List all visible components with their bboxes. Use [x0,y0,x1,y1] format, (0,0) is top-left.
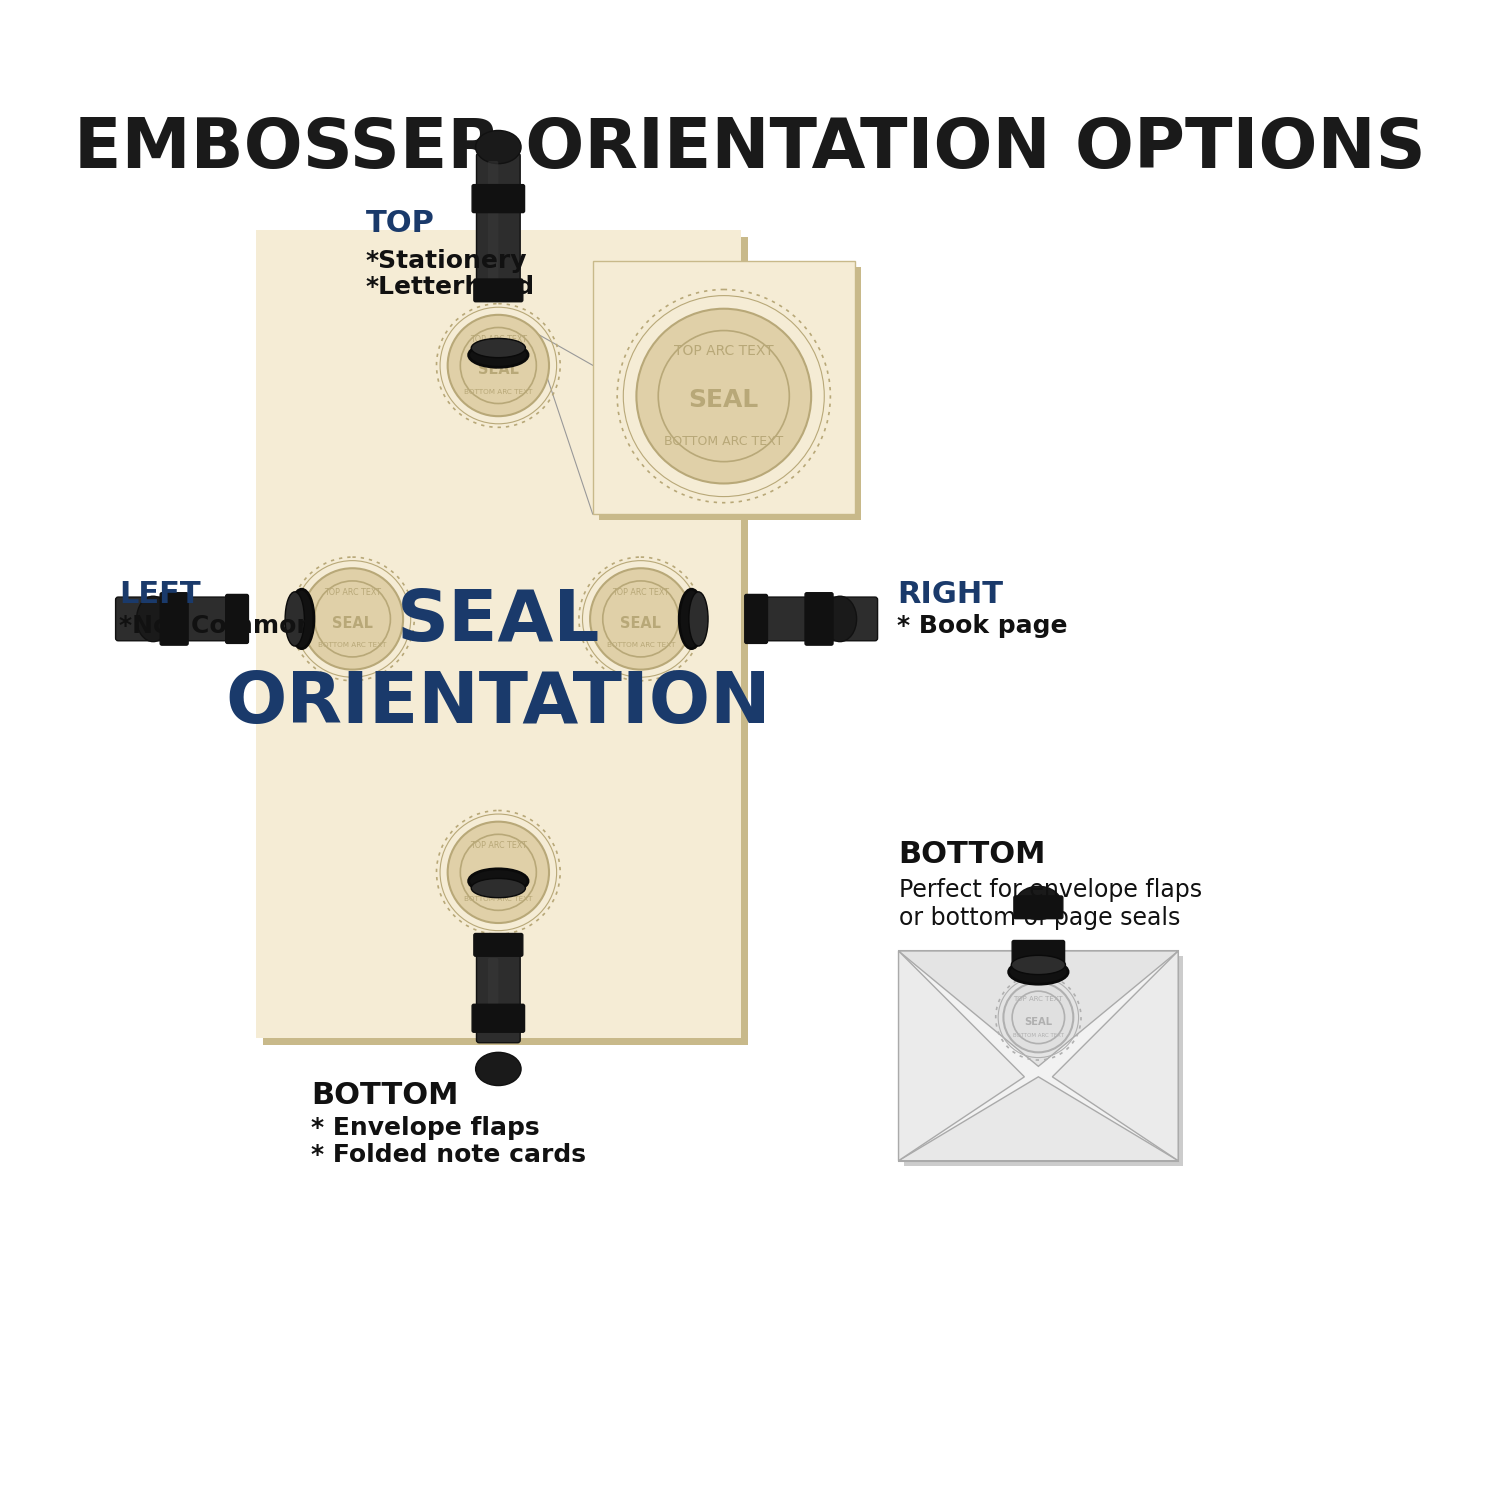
FancyBboxPatch shape [488,958,498,1032]
FancyBboxPatch shape [477,950,520,1042]
Text: TOP ARC TEXT: TOP ARC TEXT [324,588,381,597]
Ellipse shape [1016,886,1060,920]
FancyBboxPatch shape [472,1005,525,1032]
Polygon shape [1053,951,1178,1161]
Text: LEFT: LEFT [118,580,201,609]
Text: SEAL: SEAL [1024,1017,1053,1028]
Text: TOP ARC TEXT: TOP ARC TEXT [674,344,774,357]
Ellipse shape [468,868,528,894]
Text: * Book page: * Book page [897,614,1068,638]
FancyBboxPatch shape [264,237,748,1046]
Circle shape [1004,982,1074,1053]
Text: SEAL: SEAL [478,868,519,883]
FancyBboxPatch shape [1017,909,1060,914]
FancyBboxPatch shape [160,592,188,645]
Text: SEAL
ORIENTATION: SEAL ORIENTATION [225,586,771,738]
Text: BOTTOM: BOTTOM [898,840,1046,870]
Text: *Stationery: *Stationery [366,249,526,273]
Text: SEAL: SEAL [478,363,519,378]
FancyBboxPatch shape [904,956,1184,1166]
Text: or bottom of page seals: or bottom of page seals [898,906,1180,930]
Text: *Letterhead: *Letterhead [366,274,534,298]
FancyBboxPatch shape [472,184,525,213]
Text: * Envelope flaps: * Envelope flaps [312,1116,540,1140]
Polygon shape [898,951,1024,1161]
FancyBboxPatch shape [474,933,524,956]
Text: BOTTOM ARC TEXT: BOTTOM ARC TEXT [606,642,675,648]
Ellipse shape [290,590,314,648]
Circle shape [636,309,812,483]
Text: *Not Common: *Not Common [118,614,315,638]
Text: BOTTOM: BOTTOM [312,1080,459,1110]
FancyBboxPatch shape [592,261,855,514]
Text: BOTTOM ARC TEXT: BOTTOM ARC TEXT [1013,1034,1064,1038]
Text: TOP ARC TEXT: TOP ARC TEXT [470,842,526,850]
FancyBboxPatch shape [806,592,832,645]
Ellipse shape [476,1053,520,1086]
FancyBboxPatch shape [225,594,249,644]
Text: Perfect for envelope flaps: Perfect for envelope flaps [898,878,1202,902]
Ellipse shape [285,592,304,646]
Text: SEAL: SEAL [688,388,759,412]
Ellipse shape [476,130,520,164]
Circle shape [447,315,549,416]
Text: BOTTOM ARC TEXT: BOTTOM ARC TEXT [464,388,532,394]
Text: BOTTOM ARC TEXT: BOTTOM ARC TEXT [664,435,783,448]
Text: RIGHT: RIGHT [897,580,1004,609]
Text: BOTTOM ARC TEXT: BOTTOM ARC TEXT [318,642,387,648]
FancyBboxPatch shape [474,279,524,302]
Ellipse shape [471,339,525,357]
Polygon shape [898,951,1178,1066]
Ellipse shape [471,879,525,897]
Text: TOP: TOP [366,210,435,238]
Ellipse shape [688,592,708,646]
Ellipse shape [136,596,170,642]
Text: * Folded note cards: * Folded note cards [312,1143,586,1167]
Ellipse shape [680,590,703,648]
FancyBboxPatch shape [116,597,230,640]
Text: SEAL: SEAL [621,616,662,632]
Circle shape [447,822,549,922]
Ellipse shape [824,596,856,642]
FancyBboxPatch shape [1013,940,1065,969]
Text: BOTTOM ARC TEXT: BOTTOM ARC TEXT [464,896,532,902]
Ellipse shape [468,344,528,368]
Ellipse shape [1011,956,1065,975]
FancyBboxPatch shape [256,230,741,1038]
FancyBboxPatch shape [598,267,861,520]
FancyBboxPatch shape [746,594,768,644]
FancyBboxPatch shape [477,153,520,297]
Text: TOP ARC TEXT: TOP ARC TEXT [470,334,526,344]
Text: SEAL: SEAL [332,616,374,632]
Circle shape [590,568,692,669]
FancyBboxPatch shape [1014,896,1064,918]
Ellipse shape [1008,960,1068,984]
Text: TOP ARC TEXT: TOP ARC TEXT [1014,996,1064,1002]
FancyBboxPatch shape [488,160,498,285]
Text: TOP ARC TEXT: TOP ARC TEXT [612,588,669,597]
Text: EMBOSSER ORIENTATION OPTIONS: EMBOSSER ORIENTATION OPTIONS [74,116,1426,183]
FancyBboxPatch shape [1028,900,1038,918]
Circle shape [302,568,404,669]
Polygon shape [898,1077,1178,1161]
FancyBboxPatch shape [898,951,1178,1161]
FancyBboxPatch shape [764,597,877,640]
